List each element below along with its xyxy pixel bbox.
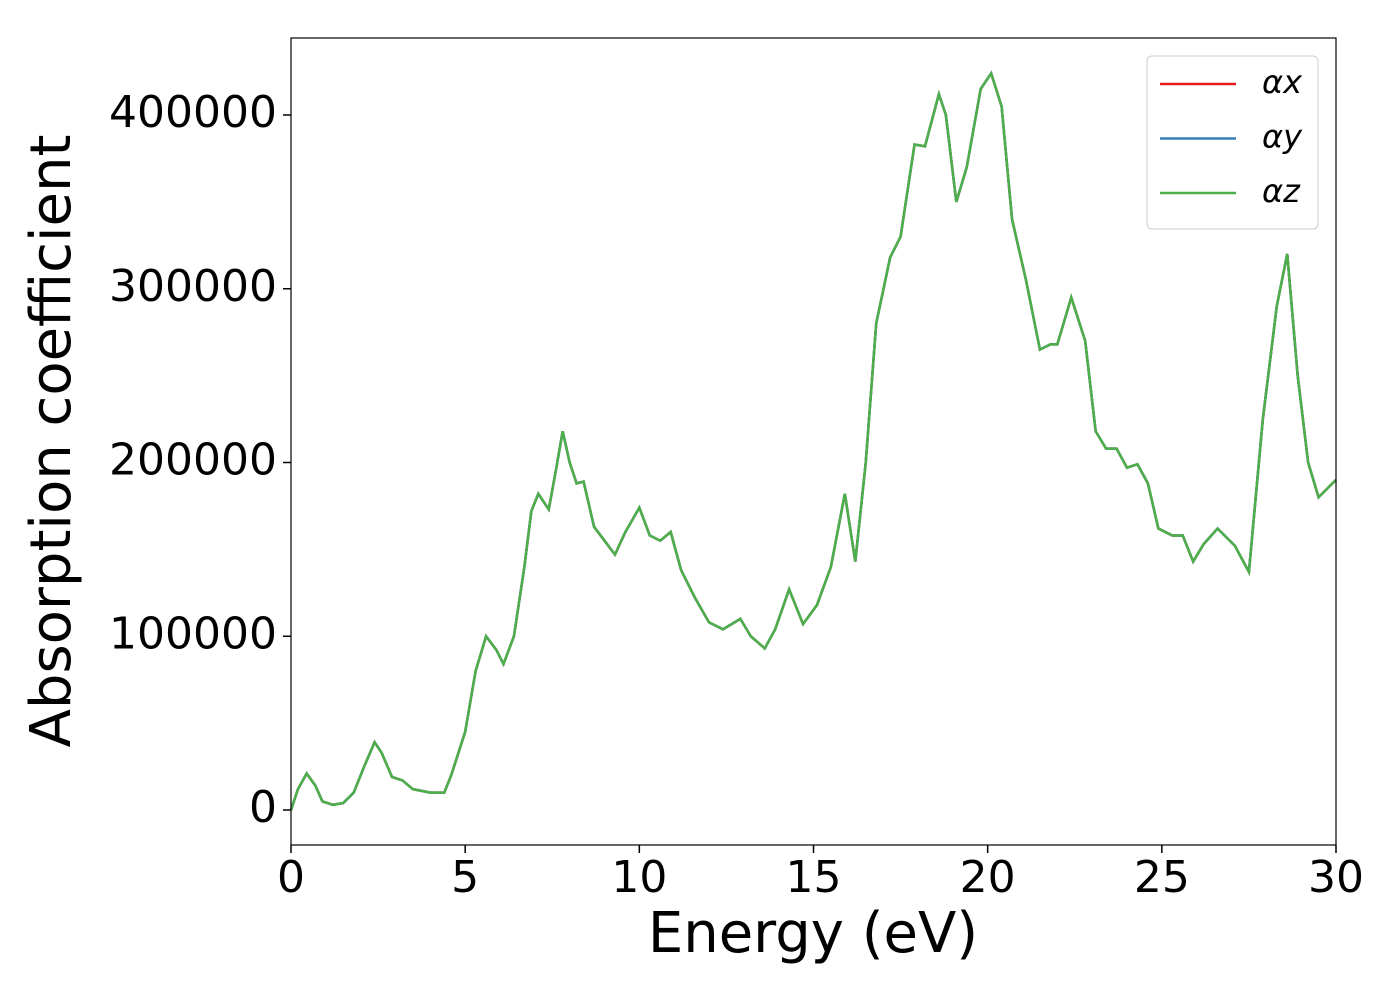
x-tick-label: 20: [960, 852, 1016, 903]
data-line: [289, 70, 1337, 811]
legend-label: αy: [1262, 118, 1303, 156]
legend-box: [1146, 55, 1319, 230]
x-tick-label: 30: [1308, 852, 1364, 903]
plot-frame: [290, 37, 1337, 846]
y-tick-label: 0: [249, 782, 277, 833]
x-tick-label: 10: [611, 852, 667, 903]
legend-label: αz: [1262, 172, 1301, 210]
x-tick-label: 0: [277, 852, 305, 903]
y-tick-label: 100000: [109, 608, 277, 659]
y-tick-label: 400000: [109, 87, 277, 138]
legend-label: αx: [1262, 63, 1303, 101]
y-tick-label: 300000: [109, 261, 277, 312]
y-tick-label: 200000: [109, 435, 277, 486]
y-axis-label: Absorption coefficient: [19, 135, 84, 748]
x-tick-label: 5: [451, 852, 479, 903]
x-tick-label: 15: [786, 852, 842, 903]
x-tick-label: 25: [1134, 852, 1190, 903]
x-axis-label: Energy (eV): [648, 901, 978, 966]
